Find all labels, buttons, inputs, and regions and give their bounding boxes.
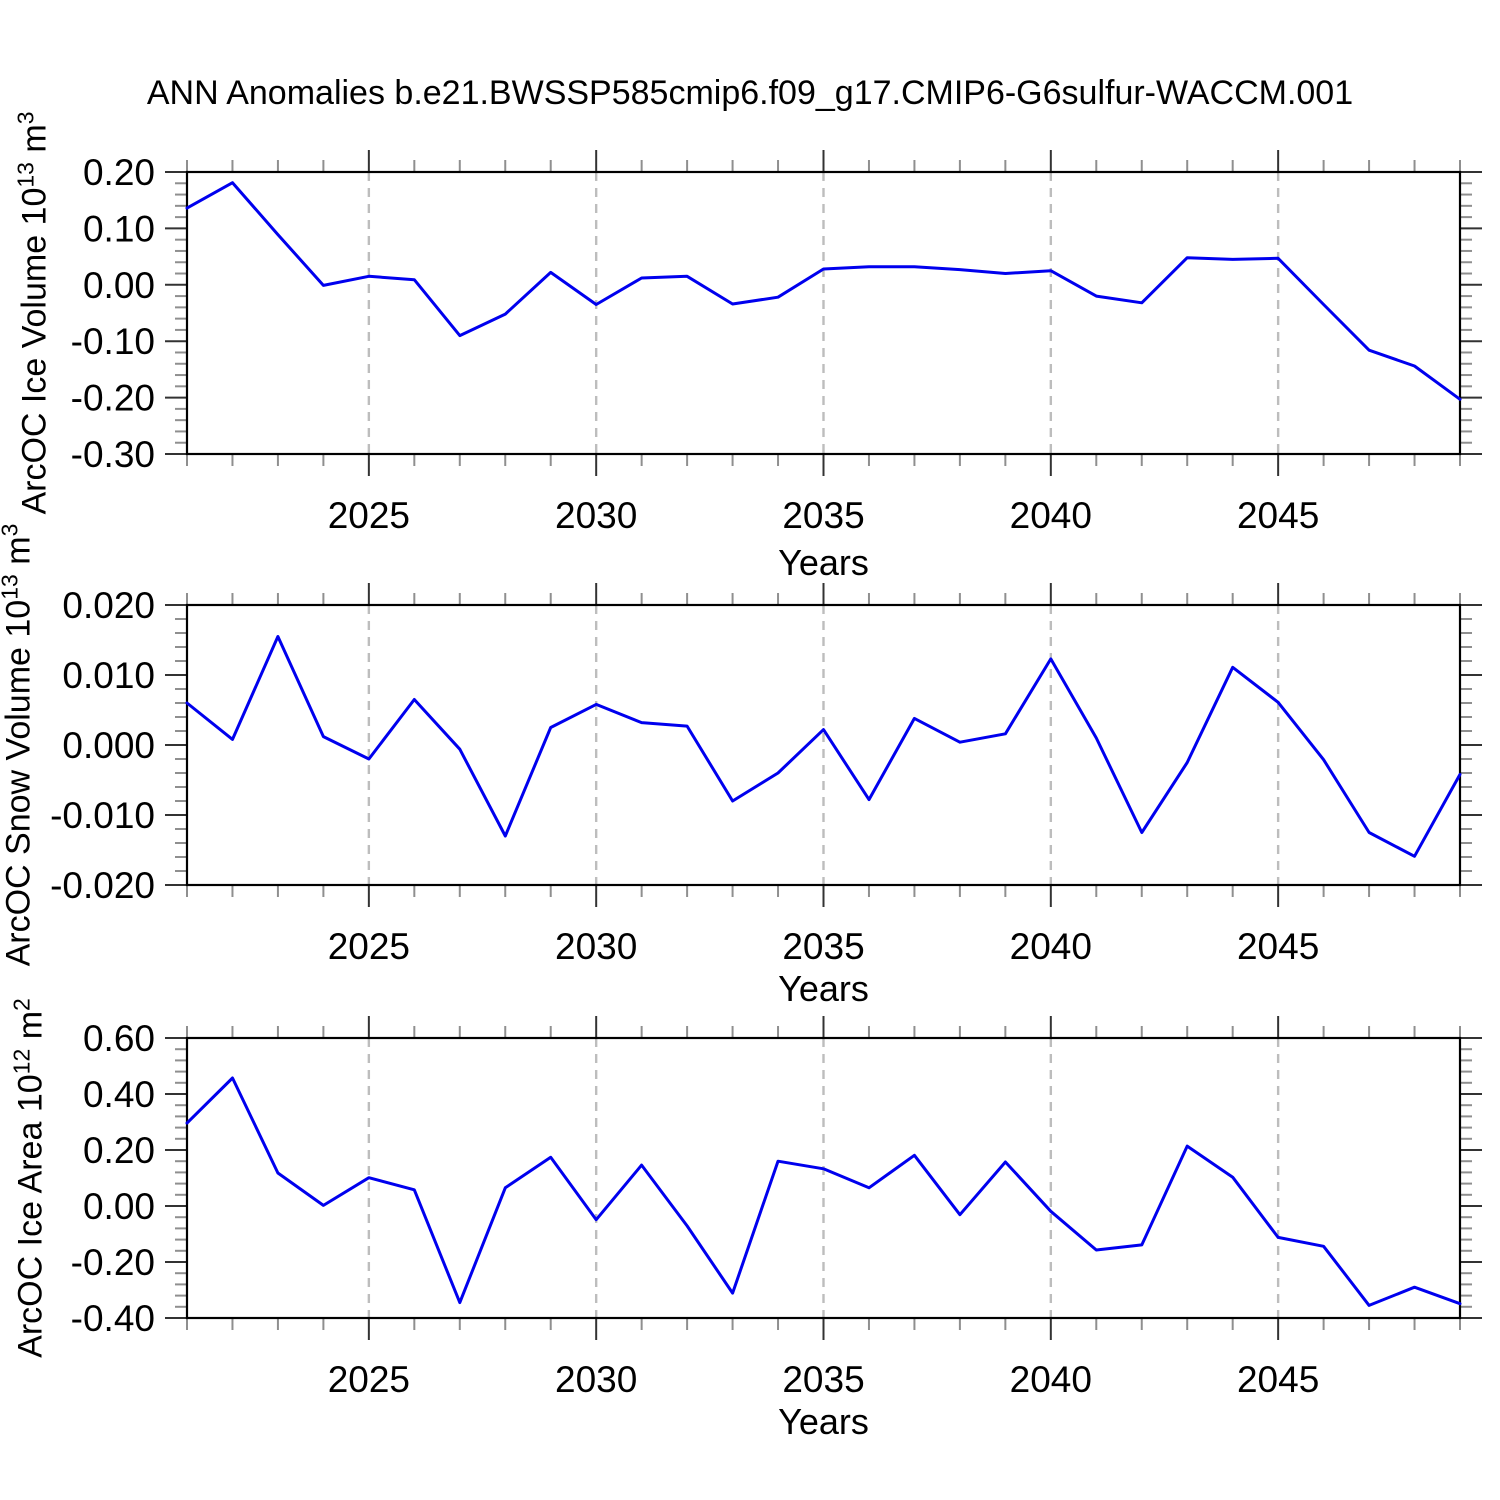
y-tick-label: -0.20 <box>71 1242 155 1283</box>
y-tick-label: 0.00 <box>83 265 155 306</box>
arcoc-ice-area-panel: 0.60 0.40 0.20 0.00 -0.20 -0.40 2025 2030 2035 20… <box>71 1016 1482 1400</box>
panel-border <box>185 603 1462 887</box>
x-tick-label: 2030 <box>555 495 637 536</box>
x-tick-label: 2030 <box>555 1359 637 1400</box>
y-tick-label: -0.010 <box>50 795 155 836</box>
x-tick-label: 2045 <box>1237 1359 1319 1400</box>
x-axis-title-panel-3: Years <box>778 1401 869 1442</box>
y-tick-label: 0.020 <box>62 585 155 626</box>
y-tick-label: -0.020 <box>50 865 155 906</box>
y-tick-label: 0.60 <box>83 1018 155 1059</box>
panel-border <box>185 1036 1462 1320</box>
y-tick-label: -0.20 <box>71 378 155 419</box>
x-axis-title-panel-2: Years <box>778 968 869 1009</box>
x-tick-label: 2025 <box>328 495 410 536</box>
exponent: 2 <box>8 998 35 1011</box>
x-tick-label: 2040 <box>1010 1359 1092 1400</box>
x-tick-label: 2030 <box>555 926 637 967</box>
x-tick-label: 2035 <box>782 1359 864 1400</box>
exponent: 3 <box>0 524 23 537</box>
arcoc-snow-volume-panel: 0.020 0.010 0.000 -0.010 -0.020 2025 2030 2035 2… <box>50 583 1482 967</box>
y-axis-label-unit: m <box>15 124 54 163</box>
exponent: 13 <box>12 162 39 188</box>
y-tick-label: 0.000 <box>62 725 155 766</box>
x-tick-label: 2035 <box>782 495 864 536</box>
y-tick-label: -0.30 <box>71 434 155 475</box>
y-tick-label: 0.10 <box>83 208 155 249</box>
y-tick-label: 0.20 <box>83 152 155 193</box>
x-tick-label: 2025 <box>328 1359 410 1400</box>
arcoc-ice-area-series <box>185 1076 1462 1307</box>
x-axis-title-panel-1: Years <box>778 542 869 583</box>
x-tick-label: 2040 <box>1010 495 1092 536</box>
y-axis-label-unit: m <box>11 1010 50 1049</box>
y-axis-label-ice-volume: ArcOC Ice Volume 1013 m3 <box>13 111 55 515</box>
x-tick-label: 2045 <box>1237 926 1319 967</box>
y-tick-label: 0.00 <box>83 1186 155 1227</box>
y-axis-label-text: ArcOC Snow Volume 10 <box>0 599 38 967</box>
y-tick-label: 0.010 <box>62 655 155 696</box>
arcoc-ice-volume-series <box>185 181 1462 401</box>
y-tick-label: -0.40 <box>71 1298 155 1339</box>
y-tick-label: -0.10 <box>71 321 155 362</box>
panel-border <box>185 170 1462 456</box>
y-axis-label-text: ArcOC Ice Area 10 <box>11 1074 50 1358</box>
y-tick-label: 0.20 <box>83 1130 155 1171</box>
y-axis-label-text: ArcOC Ice Volume 10 <box>15 187 54 515</box>
plot-title: ANN Anomalies b.e21.BWSSP585cmip6.f09_g1… <box>146 74 1354 112</box>
arcoc-ice-volume-panel: 0.20 0.10 0.00 -0.10 -0.20 -0.30 2025 2030 2035 2… <box>71 150 1482 536</box>
x-tick-label: 2035 <box>782 926 864 967</box>
y-axis-label-ice-area: ArcOC Ice Area 1012 m2 <box>9 998 51 1358</box>
exponent: 13 <box>0 574 23 600</box>
x-tick-label: 2025 <box>328 926 410 967</box>
y-axis-label-unit: m <box>0 536 38 575</box>
y-axis-label-snow-volume: ArcOC Snow Volume 1013 m3 <box>0 524 39 967</box>
exponent: 3 <box>12 111 39 125</box>
x-tick-label: 2040 <box>1010 926 1092 967</box>
y-tick-label: 0.40 <box>83 1074 155 1115</box>
arcoc-snow-volume-series <box>185 635 1462 858</box>
exponent: 12 <box>8 1048 35 1075</box>
x-tick-label: 2045 <box>1237 495 1319 536</box>
